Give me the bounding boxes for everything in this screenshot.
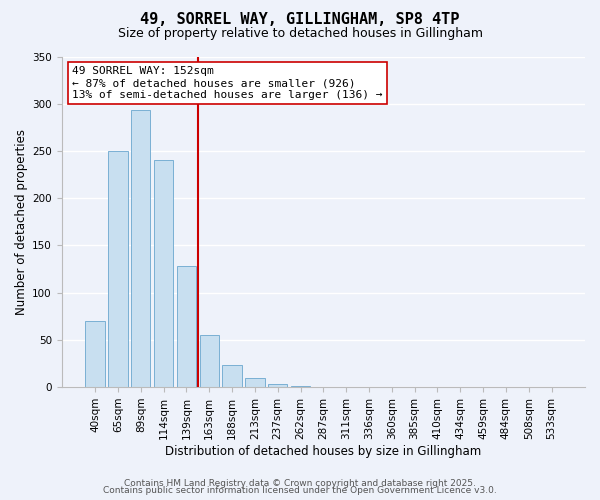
Bar bbox=[108, 151, 128, 387]
Bar bbox=[223, 366, 242, 387]
Bar bbox=[268, 384, 287, 387]
Text: 49, SORREL WAY, GILLINGHAM, SP8 4TP: 49, SORREL WAY, GILLINGHAM, SP8 4TP bbox=[140, 12, 460, 28]
Bar bbox=[154, 160, 173, 387]
Bar bbox=[291, 386, 310, 387]
Text: Contains HM Land Registry data © Crown copyright and database right 2025.: Contains HM Land Registry data © Crown c… bbox=[124, 478, 476, 488]
Bar bbox=[85, 321, 105, 387]
Text: Size of property relative to detached houses in Gillingham: Size of property relative to detached ho… bbox=[118, 28, 482, 40]
Y-axis label: Number of detached properties: Number of detached properties bbox=[15, 129, 28, 315]
Bar bbox=[200, 335, 219, 387]
Bar bbox=[131, 110, 151, 387]
Text: Contains public sector information licensed under the Open Government Licence v3: Contains public sector information licen… bbox=[103, 486, 497, 495]
Bar bbox=[245, 378, 265, 387]
Bar bbox=[177, 266, 196, 387]
Text: 49 SORREL WAY: 152sqm
← 87% of detached houses are smaller (926)
13% of semi-det: 49 SORREL WAY: 152sqm ← 87% of detached … bbox=[72, 66, 383, 100]
X-axis label: Distribution of detached houses by size in Gillingham: Distribution of detached houses by size … bbox=[165, 444, 481, 458]
